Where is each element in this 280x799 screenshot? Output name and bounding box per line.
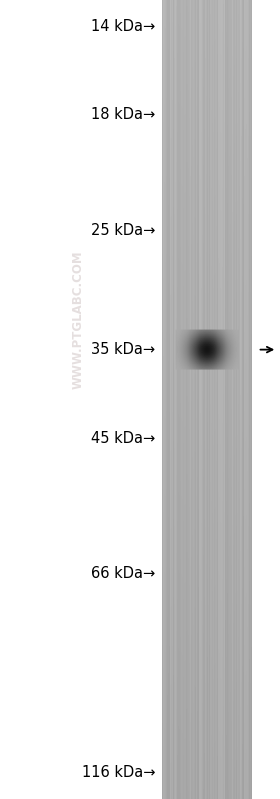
Text: WWW.PTGLABC.COM: WWW.PTGLABC.COM (72, 250, 85, 389)
Text: 14 kDa→: 14 kDa→ (91, 18, 155, 34)
Text: 45 kDa→: 45 kDa→ (91, 431, 155, 446)
Text: 66 kDa→: 66 kDa→ (91, 566, 155, 581)
Text: 35 kDa→: 35 kDa→ (91, 342, 155, 357)
Text: 18 kDa→: 18 kDa→ (91, 107, 155, 122)
Text: 116 kDa→: 116 kDa→ (82, 765, 155, 780)
Text: 25 kDa→: 25 kDa→ (91, 224, 155, 238)
